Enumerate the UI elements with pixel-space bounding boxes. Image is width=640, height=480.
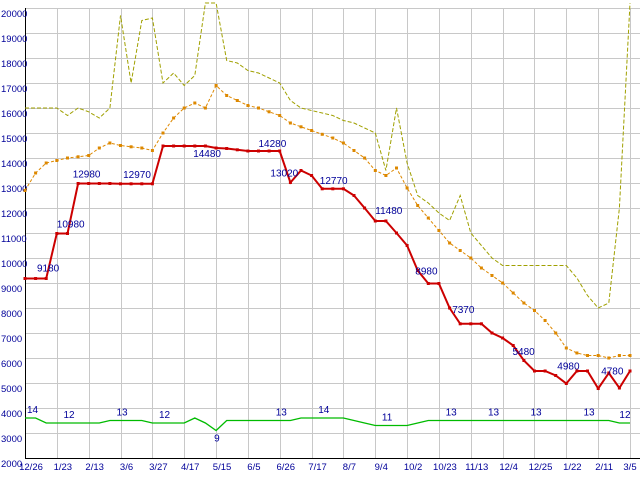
svg-text:13: 13 (531, 408, 543, 419)
svg-text:10000: 10000 (1, 259, 27, 270)
svg-text:5000: 5000 (1, 384, 22, 395)
svg-text:2/11: 2/11 (595, 462, 613, 473)
svg-text:14: 14 (27, 405, 39, 416)
svg-text:5480: 5480 (513, 347, 536, 358)
svg-text:10/23: 10/23 (433, 462, 457, 473)
svg-text:7/17: 7/17 (308, 462, 327, 473)
svg-text:2/13: 2/13 (85, 462, 104, 473)
svg-text:12000: 12000 (1, 209, 27, 220)
svg-text:13000: 13000 (1, 184, 27, 195)
x-axis-labels: 12/26 1/23 2/13 3/6 3/27 4/17 5/15 6/5 6/26 7/17 8… (19, 462, 637, 473)
svg-text:9000: 9000 (1, 284, 22, 295)
shop-count-labels: 14 12 13 12 9 13 14 11 13 13 13 13 12 (27, 405, 631, 445)
svg-text:12: 12 (64, 410, 76, 421)
svg-text:4980: 4980 (557, 362, 580, 373)
svg-text:3/6: 3/6 (120, 462, 133, 473)
svg-text:12/4: 12/4 (499, 462, 518, 473)
svg-text:1/23: 1/23 (54, 462, 73, 473)
svg-text:16000: 16000 (1, 109, 27, 120)
svg-text:14480: 14480 (193, 149, 221, 160)
svg-text:14: 14 (318, 405, 330, 416)
svg-text:6/26: 6/26 (276, 462, 295, 473)
svg-text:10/2: 10/2 (404, 462, 423, 473)
svg-text:6/5: 6/5 (247, 462, 260, 473)
price-point-labels: 9180 10980 12980 12970 14480 14280 13020 12770 1… (37, 139, 624, 378)
svg-text:13: 13 (276, 408, 288, 419)
svg-text:9180: 9180 (37, 264, 60, 275)
svg-text:3/27: 3/27 (149, 462, 168, 473)
svg-text:10980: 10980 (57, 220, 85, 231)
svg-text:15000: 15000 (1, 134, 27, 145)
svg-text:4000: 4000 (1, 409, 22, 420)
svg-text:12/26: 12/26 (19, 462, 43, 473)
svg-text:4780: 4780 (601, 367, 624, 378)
svg-text:11000: 11000 (1, 234, 27, 245)
svg-text:8000: 8000 (1, 309, 22, 320)
svg-text:12: 12 (619, 410, 631, 421)
svg-text:7000: 7000 (1, 334, 22, 345)
svg-text:19000: 19000 (1, 34, 27, 45)
svg-text:6000: 6000 (1, 359, 22, 370)
svg-text:11480: 11480 (375, 206, 403, 217)
svg-text:2000: 2000 (1, 459, 22, 470)
svg-text:12/25: 12/25 (529, 462, 553, 473)
series-average-price-line (23, 84, 632, 360)
svg-text:9/4: 9/4 (375, 462, 388, 473)
svg-text:13: 13 (584, 408, 596, 419)
svg-text:9: 9 (214, 434, 220, 445)
svg-text:13: 13 (117, 408, 129, 419)
svg-text:12980: 12980 (73, 170, 101, 181)
svg-text:11/13: 11/13 (465, 462, 488, 473)
svg-text:12: 12 (159, 410, 171, 421)
series-shop-count-line (25, 417, 630, 432)
svg-text:7370: 7370 (452, 305, 475, 316)
svg-text:4/17: 4/17 (181, 462, 200, 473)
svg-text:1/22: 1/22 (563, 462, 582, 473)
svg-text:14280: 14280 (259, 139, 287, 150)
series-lowest-price-line (23, 144, 632, 391)
svg-text:11: 11 (382, 413, 393, 424)
svg-text:20000: 20000 (1, 9, 27, 20)
svg-text:8/7: 8/7 (343, 462, 356, 473)
svg-text:3/5: 3/5 (623, 462, 636, 473)
svg-text:17000: 17000 (1, 84, 27, 95)
series-highest-price-line (25, 2, 631, 309)
axes (25, 8, 640, 459)
y-axis-labels: 2000 3000 4000 5000 6000 7000 8000 9000 10000 110… (1, 9, 27, 470)
svg-text:12970: 12970 (123, 170, 151, 181)
svg-text:8980: 8980 (415, 267, 438, 278)
svg-text:5/15: 5/15 (213, 462, 232, 473)
svg-text:18000: 18000 (1, 59, 27, 70)
svg-text:13020: 13020 (270, 169, 298, 180)
svg-text:13: 13 (488, 408, 500, 419)
svg-text:13: 13 (446, 408, 458, 419)
svg-text:14000: 14000 (1, 159, 27, 170)
svg-text:12770: 12770 (320, 176, 348, 187)
svg-text:3000: 3000 (1, 434, 22, 445)
